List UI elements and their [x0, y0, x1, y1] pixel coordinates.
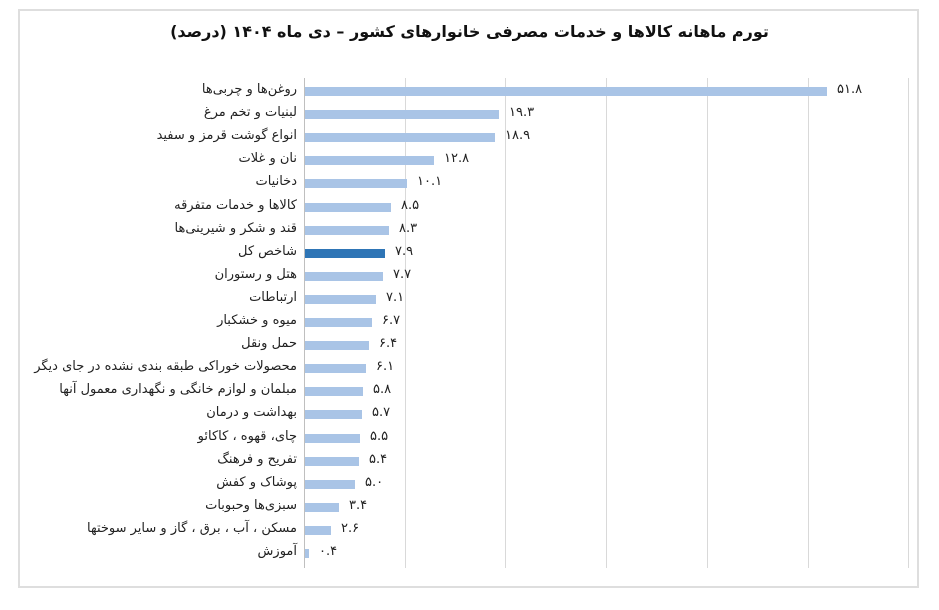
value-label: ۵.۵ [370, 429, 389, 444]
category-label: مبلمان و لوازم خانگی و نگهداری معمول آنه… [59, 382, 297, 397]
category-label: قند و شکر و شیرینی‌ها [174, 221, 297, 236]
value-label: ۵.۸ [373, 382, 392, 397]
bar [305, 434, 360, 443]
bar-row: بهداشت و درمان ۵.۷ [0, 403, 939, 426]
category-label: آموزش [257, 544, 297, 559]
category-label: نان و غلات [238, 151, 297, 166]
value-label: ۵.۴ [369, 452, 388, 467]
value-label: ۳.۴ [349, 498, 368, 513]
gridline [606, 78, 607, 568]
value-label: ۶.۴ [379, 336, 398, 351]
bar-row: مسکن ، آب ، برق ، گاز و سایر سوختها ۲.۶ [0, 519, 939, 542]
bar-row: انواع گوشت قرمز و سفید ۱۸.۹ [0, 126, 939, 149]
category-label: لبنیات و تخم مرغ [203, 105, 297, 120]
bar-row: میوه و خشکبار ۶.۷ [0, 311, 939, 334]
category-label: بهداشت و درمان [206, 405, 297, 420]
bar [305, 341, 369, 350]
bar-row: دخانیات ۱۰.۱ [0, 172, 939, 195]
category-label: مسکن ، آب ، برق ، گاز و سایر سوختها [86, 521, 297, 536]
value-label: ۰.۴ [319, 544, 338, 559]
bar-row: مبلمان و لوازم خانگی و نگهداری معمول آنه… [0, 380, 939, 403]
y-axis-line [304, 78, 305, 568]
bar [305, 364, 366, 373]
category-label: چای، قهوه ، کاکائو [197, 429, 297, 444]
value-label: ۷.۱ [386, 290, 405, 305]
bar [305, 87, 827, 96]
highlight-bar [305, 249, 385, 258]
gridline [405, 78, 406, 568]
category-label: ارتباطات [249, 290, 297, 305]
bar [305, 318, 372, 327]
category-label: تفریح و فرهنگ [217, 452, 297, 467]
category-label: حمل ونقل [241, 336, 297, 351]
bar-row: محصولات خوراکی طبقه بندی نشده در جای دیگ… [0, 357, 939, 380]
bar-row: سبزی‌ها وحبوبات ۳.۴ [0, 496, 939, 519]
value-label: ۱۰.۱ [417, 174, 443, 189]
value-label: ۲.۶ [341, 521, 360, 536]
gridline [908, 78, 909, 568]
bar-row: آموزش ۰.۴ [0, 542, 939, 565]
chart-title: تورم ماهانه کالاها و خدمات مصرفی خانواره… [170, 22, 769, 41]
category-label: شاخص کل [238, 244, 297, 259]
bar [305, 410, 362, 419]
category-label: دخانیات [255, 174, 297, 189]
bar [305, 110, 499, 119]
bar-row: نان و غلات ۱۲.۸ [0, 149, 939, 172]
gridline [808, 78, 809, 568]
bar [305, 203, 391, 212]
bar-row: چای، قهوه ، کاکائو ۵.۵ [0, 427, 939, 450]
category-label: انواع گوشت قرمز و سفید [156, 128, 297, 143]
bar [305, 549, 309, 558]
bar [305, 156, 434, 165]
bar [305, 503, 339, 512]
bar [305, 526, 331, 535]
bar [305, 295, 376, 304]
bar [305, 480, 355, 489]
bar-row: هتل و رستوران ۷.۷ [0, 265, 939, 288]
value-label: ۷.۷ [393, 267, 412, 282]
category-label: میوه و خشکبار [217, 313, 297, 328]
bar [305, 387, 363, 396]
bar-row: حمل ونقل ۶.۴ [0, 334, 939, 357]
bar [305, 226, 389, 235]
bar-row: شاخص کل ۷.۹ [0, 242, 939, 265]
value-label: ۸.۵ [401, 198, 420, 213]
category-label: پوشاک و کفش [216, 475, 297, 490]
bar-row: پوشاک و کفش ۵.۰ [0, 473, 939, 496]
category-label: کالاها و خدمات متفرقه [174, 198, 297, 213]
bar-row: تفریح و فرهنگ ۵.۴ [0, 450, 939, 473]
bar-row: کالاها و خدمات متفرقه ۸.۵ [0, 196, 939, 219]
value-label: ۱۹.۳ [509, 105, 535, 120]
value-label: ۱۲.۸ [444, 151, 470, 166]
value-label: ۶.۱ [376, 359, 395, 374]
category-label: محصولات خوراکی طبقه بندی نشده در جای دیگ… [34, 359, 297, 374]
bar-row: ارتباطات ۷.۱ [0, 288, 939, 311]
gridline [505, 78, 506, 568]
value-label: ۱۸.۹ [505, 128, 531, 143]
category-label: روغن‌ها و چربی‌ها [201, 82, 297, 97]
value-label: ۵۱.۸ [837, 82, 863, 97]
bar [305, 272, 383, 281]
bar [305, 133, 495, 142]
category-label: هتل و رستوران [214, 267, 297, 282]
value-label: ۷.۹ [395, 244, 414, 259]
value-label: ۸.۳ [399, 221, 418, 236]
bar-row: قند و شکر و شیرینی‌ها ۸.۳ [0, 219, 939, 242]
value-label: ۵.۰ [365, 475, 384, 490]
value-label: ۶.۷ [382, 313, 401, 328]
plot-area [304, 78, 909, 568]
value-label: ۵.۷ [372, 405, 391, 420]
category-label: سبزی‌ها وحبوبات [205, 498, 297, 513]
bar [305, 457, 359, 466]
gridline [707, 78, 708, 568]
bar [305, 179, 407, 188]
bar-row: روغن‌ها و چربی‌ها ۵۱.۸ [0, 80, 939, 103]
chart-frame [18, 9, 919, 588]
bar-row: لبنیات و تخم مرغ ۱۹.۳ [0, 103, 939, 126]
